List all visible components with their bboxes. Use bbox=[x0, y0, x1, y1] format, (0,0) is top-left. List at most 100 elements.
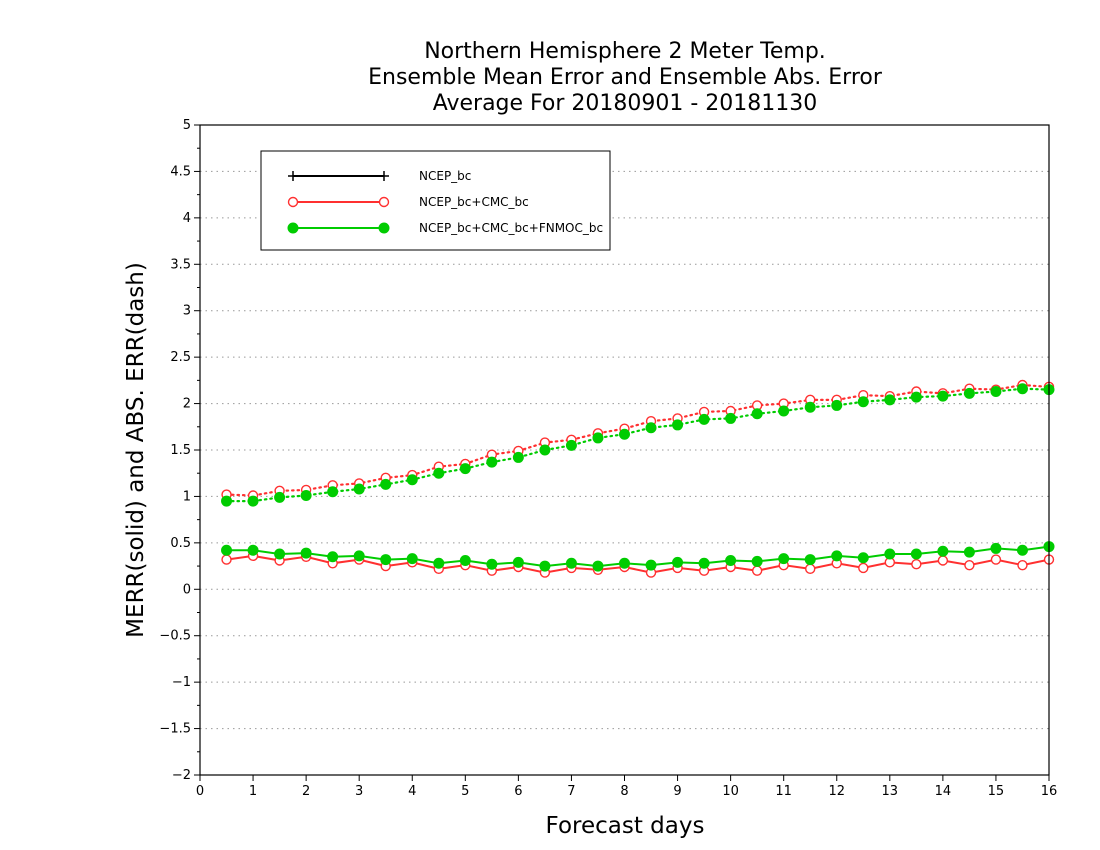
legend-label: NCEP_bc bbox=[419, 169, 471, 183]
y-tick-label: 0.5 bbox=[170, 536, 191, 551]
data-point bbox=[751, 565, 763, 576]
data-point bbox=[1016, 383, 1028, 395]
data-point bbox=[911, 559, 922, 570]
y-tick-label: 5 bbox=[183, 118, 191, 133]
data-point bbox=[327, 486, 339, 498]
data-point bbox=[353, 483, 365, 495]
y-tick-label: 4 bbox=[183, 211, 191, 226]
data-point bbox=[698, 557, 710, 569]
data-point bbox=[937, 545, 949, 557]
x-tick-label: 14 bbox=[935, 784, 952, 799]
x-tick-label: 10 bbox=[722, 784, 739, 799]
y-tick-label: 3.5 bbox=[170, 257, 191, 272]
legend-items: NCEP_bc NCEP_bc+CMC_bc NCEP_bc+CMC_bc+FNMO… bbox=[287, 169, 603, 235]
data-point bbox=[221, 544, 233, 556]
legend-marker bbox=[287, 196, 299, 208]
x-tick-label: 11 bbox=[775, 784, 792, 799]
y-tick-label: 4.5 bbox=[170, 164, 191, 179]
data-point bbox=[751, 408, 763, 420]
x-axis: 0 1 2 3 4 5 6 7 8 9 10 11 12 13 14 15 16 bbox=[196, 775, 1057, 799]
series-line-abs-err bbox=[225, 383, 1051, 497]
x-tick-label: 5 bbox=[461, 784, 469, 799]
data-point bbox=[804, 401, 816, 413]
title-line-3: Average For 20180901 - 20181130 bbox=[433, 91, 818, 116]
x-tick-label: 7 bbox=[567, 784, 575, 799]
data-point bbox=[1016, 544, 1028, 556]
data-point bbox=[672, 556, 684, 568]
x-tick-label: 4 bbox=[408, 784, 416, 799]
data-point bbox=[725, 412, 737, 424]
data-point bbox=[884, 394, 896, 406]
data-point bbox=[512, 451, 524, 463]
legend-label: NCEP_bc+CMC_bc bbox=[419, 195, 529, 209]
data-point bbox=[353, 550, 365, 562]
data-point bbox=[778, 405, 790, 417]
legend-marker bbox=[288, 171, 298, 181]
data-point bbox=[910, 548, 922, 560]
legend-marker bbox=[379, 171, 389, 181]
y-tick-label: −1 bbox=[172, 675, 191, 690]
legend-marker bbox=[378, 222, 390, 234]
data-point bbox=[565, 439, 577, 451]
data-point bbox=[990, 554, 1002, 565]
data-point bbox=[380, 554, 392, 566]
legend-label: NCEP_bc+CMC_bc+FNMOC_bc bbox=[419, 221, 603, 235]
x-tick-label: 3 bbox=[355, 784, 363, 799]
data-point bbox=[486, 456, 498, 468]
y-tick-label: −0.5 bbox=[159, 629, 191, 644]
legend-marker bbox=[378, 196, 390, 208]
y-tick-label: 1.5 bbox=[170, 443, 191, 458]
data-point bbox=[963, 546, 975, 558]
data-point bbox=[274, 491, 286, 503]
data-point bbox=[805, 563, 816, 575]
x-tick-label: 8 bbox=[620, 784, 628, 799]
data-point bbox=[937, 555, 949, 566]
x-tick-label: 9 bbox=[673, 784, 681, 799]
legend-item: NCEP_bc bbox=[288, 169, 471, 183]
data-point bbox=[274, 548, 286, 560]
data-point bbox=[831, 399, 843, 411]
data-point bbox=[884, 548, 896, 560]
data-point bbox=[433, 467, 445, 479]
title-line-2: Ensemble Mean Error and Ensemble Abs. Er… bbox=[368, 65, 883, 90]
data-point bbox=[459, 555, 471, 566]
data-point bbox=[300, 490, 312, 501]
data-point bbox=[937, 390, 949, 402]
series-group bbox=[221, 383, 1055, 572]
data-point bbox=[327, 551, 339, 563]
chart-title: Northern Hemisphere 2 Meter Temp. Ensemb… bbox=[368, 39, 883, 116]
data-point bbox=[857, 552, 869, 564]
legend: NCEP_bc NCEP_bc+CMC_bc NCEP_bc+CMC_bc+FNMO… bbox=[260, 150, 611, 251]
x-tick-label: 15 bbox=[988, 784, 1005, 799]
data-point bbox=[645, 559, 657, 571]
data-point bbox=[725, 555, 737, 566]
y-tick-label: 2.5 bbox=[170, 350, 191, 365]
data-point bbox=[539, 560, 551, 572]
x-tick-label: 2 bbox=[302, 784, 310, 799]
data-point bbox=[380, 478, 392, 490]
legend-marker bbox=[287, 222, 299, 234]
data-point bbox=[990, 542, 1002, 554]
x-tick-label: 1 bbox=[249, 784, 257, 799]
y-tick-label: 1 bbox=[183, 489, 191, 504]
data-point bbox=[406, 474, 418, 486]
gridlines bbox=[200, 170, 1049, 730]
data-point bbox=[645, 422, 657, 434]
data-point bbox=[964, 559, 975, 571]
data-point bbox=[459, 463, 471, 475]
data-point bbox=[539, 444, 551, 456]
legend-item: NCEP_bc+CMC_bc bbox=[287, 195, 529, 209]
x-tick-label: 0 bbox=[196, 784, 204, 799]
data-point bbox=[619, 557, 630, 569]
x-tick-label: 6 bbox=[514, 784, 522, 799]
data-point bbox=[433, 557, 445, 569]
data-point bbox=[247, 544, 259, 556]
series-group bbox=[221, 379, 1055, 578]
data-point bbox=[804, 554, 816, 566]
data-point bbox=[486, 558, 498, 570]
y-tick-label: −2 bbox=[172, 768, 191, 783]
data-point bbox=[221, 554, 232, 565]
data-point bbox=[592, 560, 604, 572]
y-tick-label: 3 bbox=[183, 304, 191, 319]
